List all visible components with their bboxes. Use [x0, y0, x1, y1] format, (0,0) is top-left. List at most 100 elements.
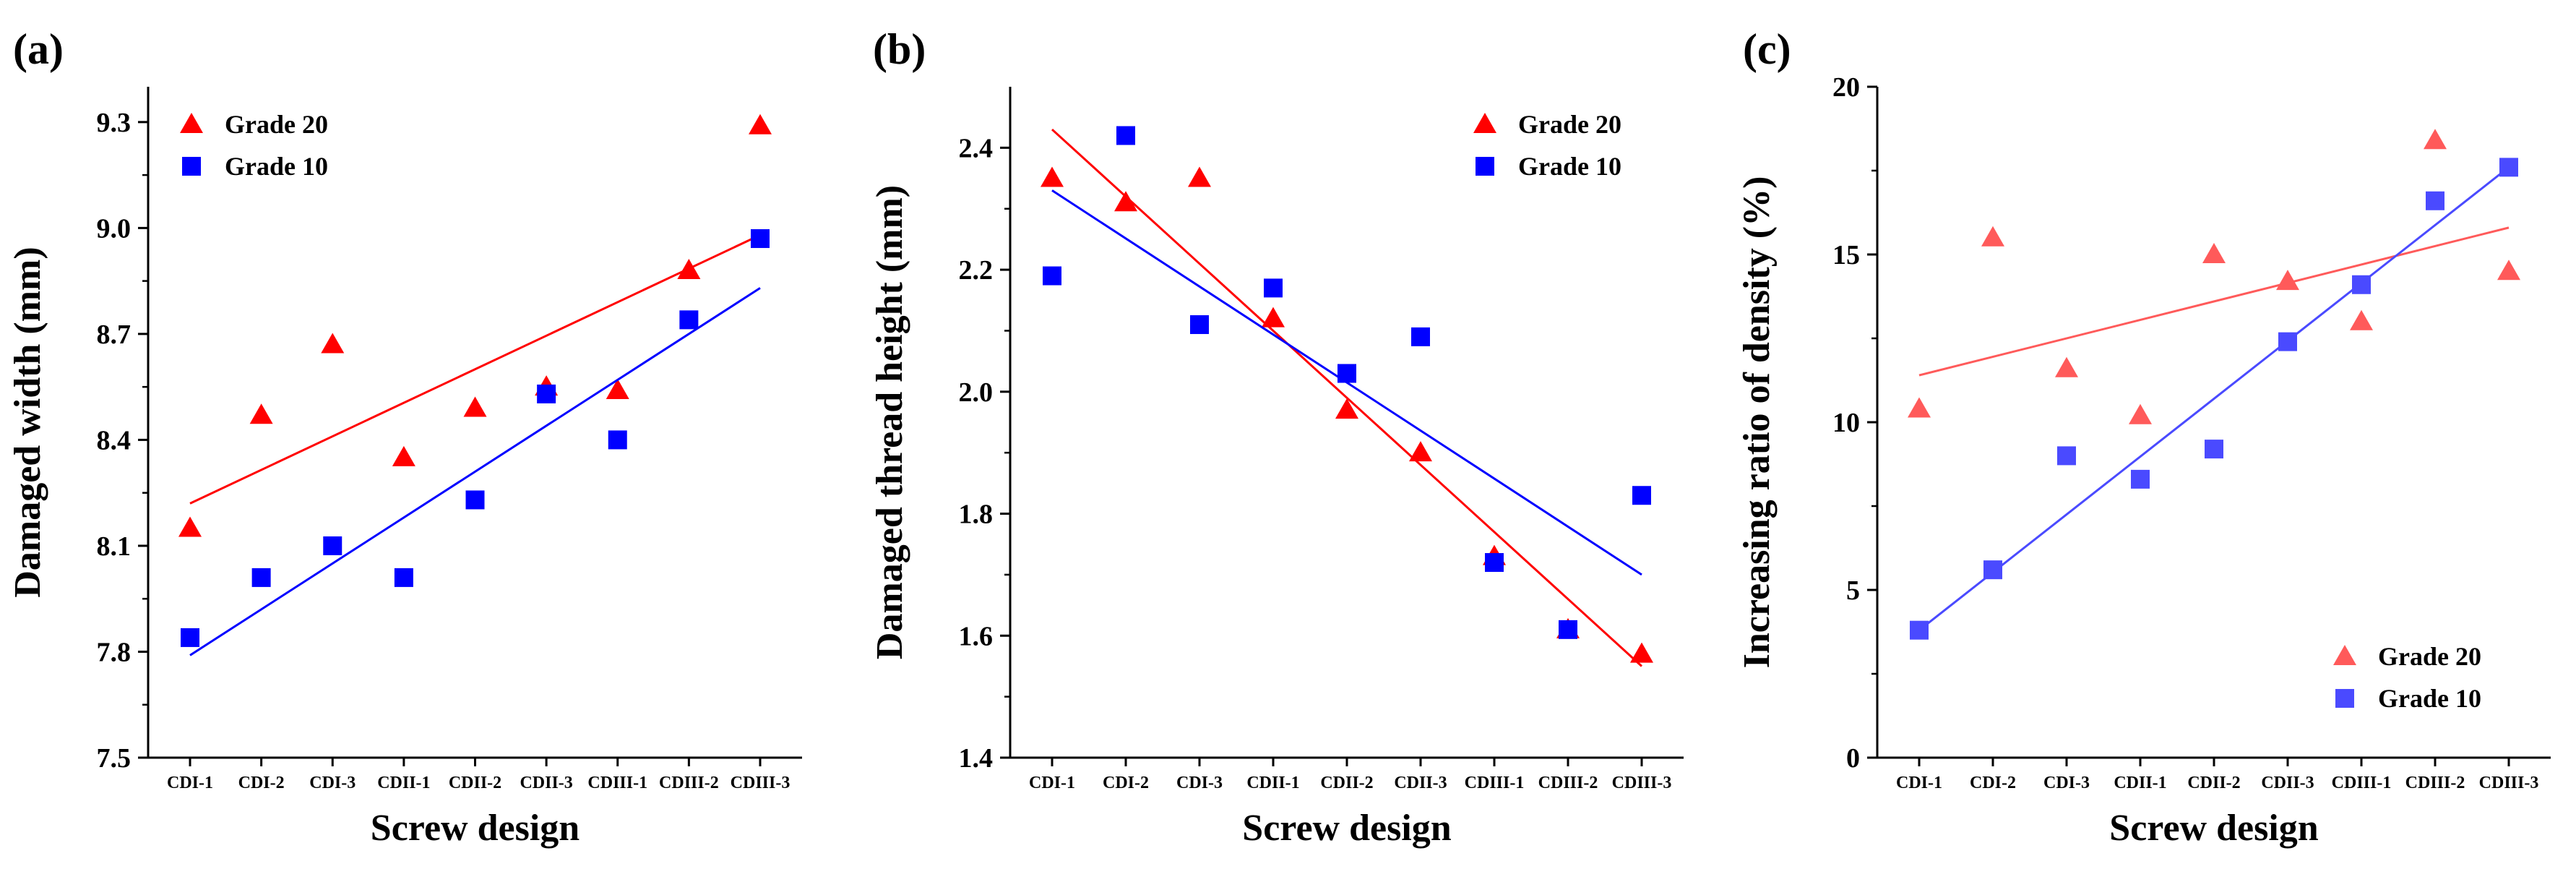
data-point-grade-10	[2426, 191, 2444, 210]
x-axis-title: Screw design	[371, 808, 580, 849]
data-point-grade-20	[2055, 356, 2078, 377]
y-tick-label: 2.4	[959, 133, 994, 163]
panel-label: (b)	[873, 25, 926, 73]
x-tick-label: CDIII-2	[1538, 774, 1598, 792]
legend-label-grade-20: Grade 20	[225, 110, 328, 139]
data-point-grade-10	[465, 490, 485, 510]
x-tick-label: CDIII-3	[1612, 774, 1672, 792]
y-tick-label: 2.0	[959, 377, 994, 408]
y-tick-label: 8.4	[97, 425, 132, 455]
x-tick-label: CDI-3	[309, 774, 356, 792]
data-point-grade-10	[323, 536, 343, 555]
x-tick-label: CDIII-3	[2479, 774, 2539, 792]
data-point-grade-20	[2350, 309, 2373, 330]
panel-label: (a)	[13, 25, 64, 73]
x-tick-label: CDI-1	[1029, 774, 1075, 792]
legend-label-grade-10: Grade 10	[1518, 152, 1621, 181]
legend-marker-grade-20	[2333, 645, 2356, 665]
data-point-grade-10	[1190, 315, 1209, 335]
x-tick-label: CDII-3	[1394, 774, 1447, 792]
x-tick-label: CDIII-1	[1465, 774, 1525, 792]
x-tick-label: CDI-1	[167, 774, 213, 792]
data-point-grade-20	[2424, 129, 2447, 150]
y-tick-label: 1.6	[959, 621, 994, 651]
data-point-grade-10	[2278, 332, 2297, 351]
data-point-grade-20	[677, 258, 701, 279]
y-tick-label: 2.2	[959, 255, 994, 286]
data-point-grade-20	[749, 114, 772, 134]
x-tick-label: CDI-2	[238, 774, 285, 792]
data-point-grade-20	[606, 379, 629, 400]
data-point-grade-10	[2205, 440, 2223, 459]
y-axis-title: Damaged thread height (mm)	[869, 185, 910, 659]
data-point-grade-20	[1114, 191, 1137, 212]
data-point-grade-20	[1335, 398, 1358, 419]
data-point-grade-10	[1043, 266, 1061, 286]
x-tick-label: CDII-1	[377, 774, 430, 792]
data-point-grade-10	[679, 310, 699, 330]
x-tick-label: CDIII-2	[2405, 774, 2465, 792]
data-point-grade-10	[608, 430, 627, 450]
y-axis-title: Increasing ratio of density (%)	[1736, 176, 1778, 669]
fit-line-grade-20	[189, 234, 761, 505]
legend-label-grade-20: Grade 20	[1518, 110, 1621, 139]
legend-label-grade-10: Grade 10	[2378, 684, 2481, 713]
y-tick-label: 7.8	[97, 637, 132, 667]
x-tick-label: CDII-3	[520, 774, 572, 792]
legend-label-grade-20: Grade 20	[2378, 642, 2481, 671]
data-point-grade-20	[321, 333, 345, 354]
legend-marker-grade-20	[1473, 113, 1496, 133]
data-point-grade-10	[1632, 486, 1651, 505]
data-point-grade-10	[251, 568, 271, 587]
data-point-grade-20	[2276, 270, 2299, 291]
x-tick-label: CDII-2	[449, 774, 501, 792]
data-point-grade-20	[1041, 166, 1064, 187]
data-point-grade-20	[2129, 403, 2152, 424]
data-point-grade-10	[2131, 469, 2150, 489]
x-axis-title: Screw design	[1242, 808, 1451, 849]
x-tick-label: CDII-2	[1320, 774, 1373, 792]
data-point-grade-20	[2497, 260, 2520, 281]
legend-marker-grade-20	[180, 113, 203, 133]
data-point-grade-10	[537, 384, 556, 403]
data-point-grade-20	[463, 396, 487, 417]
y-tick-label: 1.8	[959, 500, 994, 530]
data-point-grade-10	[181, 628, 199, 647]
legend-marker-grade-10	[182, 157, 201, 176]
data-point-grade-10	[394, 568, 413, 587]
x-axis-title: Screw design	[2109, 808, 2318, 849]
data-point-grade-10	[1559, 620, 1577, 639]
fit-line-grade-20	[1918, 226, 2510, 377]
y-tick-label: 5	[1846, 575, 1860, 606]
x-tick-label: CDII-1	[2114, 774, 2166, 792]
y-tick-label: 9.3	[97, 108, 132, 138]
data-point-grade-20	[2202, 243, 2226, 263]
data-point-grade-20	[1262, 307, 1285, 328]
data-point-grade-20	[1630, 642, 1653, 663]
panel-label: (c)	[1743, 25, 1791, 73]
y-tick-label: 9.0	[97, 213, 132, 244]
legend-marker-grade-10	[2335, 689, 2354, 708]
x-tick-label: CDII-3	[2261, 774, 2314, 792]
data-point-grade-20	[1188, 166, 1211, 187]
legend-marker-grade-10	[1476, 157, 1494, 176]
data-point-grade-10	[751, 229, 770, 249]
data-point-grade-20	[1908, 397, 1931, 418]
panel-b: (b) 1.4 1.6 1.8 2.0 2.2 2.4 CDI-1 CDI-2 CDI-3 CDII…	[869, 25, 1684, 849]
y-tick-label: 8.1	[97, 531, 132, 562]
fit-line-grade-10	[1918, 166, 2510, 631]
data-point-grade-10	[2057, 446, 2076, 466]
data-point-grade-20	[249, 403, 273, 424]
x-tick-label: CDIII-2	[659, 774, 719, 792]
fit-line-grade-10	[189, 287, 761, 656]
y-tick-label: 20	[1832, 72, 1860, 103]
x-tick-label: CDI-3	[1176, 774, 1223, 792]
x-tick-label: CDIII-1	[2332, 774, 2392, 792]
panel-a: (a) 7.5 7.8 8.1 8.4 8.7 9.0 9.3 CDI-1 CDI-2 CDI-3 C…	[7, 25, 802, 849]
x-tick-label: CDII-1	[1246, 774, 1299, 792]
y-tick-label: 1.4	[959, 743, 994, 774]
data-point-grade-10	[1264, 278, 1283, 298]
y-tick-label: 7.5	[97, 743, 132, 774]
data-point-grade-20	[178, 516, 202, 537]
x-tick-label: CDI-3	[2043, 774, 2090, 792]
